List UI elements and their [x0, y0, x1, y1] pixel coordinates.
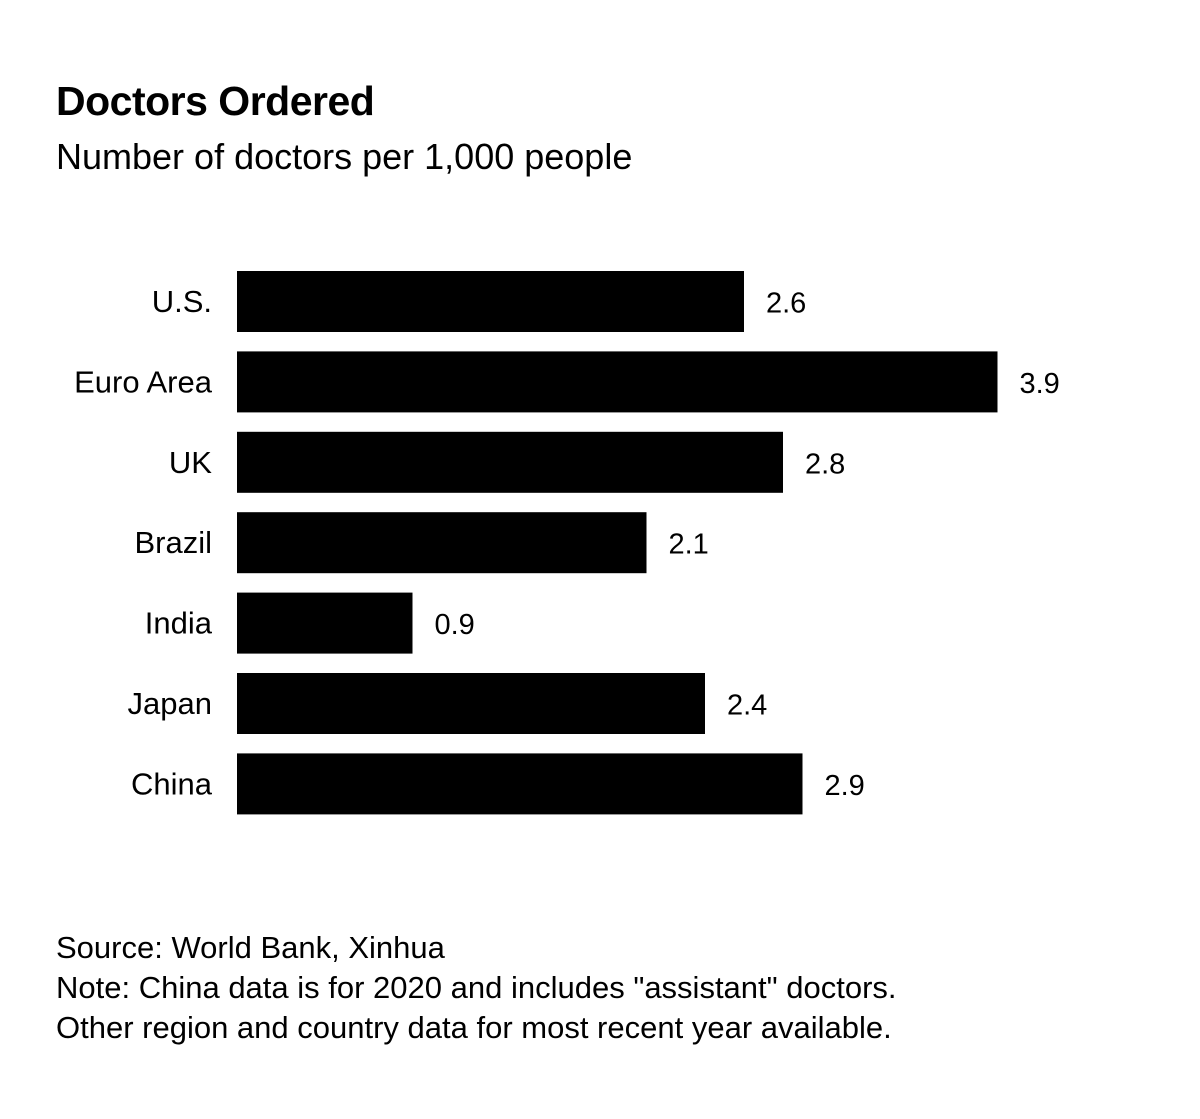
category-label: Japan — [128, 686, 212, 721]
value-label: 3.9 — [1020, 368, 1060, 400]
chart-footer: Source: World Bank, Xinhua Note: China d… — [56, 928, 897, 1048]
bar-brazil — [237, 512, 647, 574]
bar-u-s — [237, 271, 744, 332]
category-label: Brazil — [134, 525, 212, 560]
bar-china — [237, 753, 803, 815]
value-label: 0.9 — [435, 609, 475, 641]
data-note-line-1: Note: China data is for 2020 and include… — [56, 970, 897, 1005]
category-label: UK — [169, 445, 212, 480]
category-label: Euro Area — [74, 364, 213, 399]
bar-uk — [237, 431, 783, 493]
category-label: India — [145, 606, 213, 641]
chart-title: Doctors Ordered — [56, 78, 375, 124]
value-label: 2.6 — [766, 288, 806, 320]
bar-euro-area — [237, 351, 998, 413]
value-label: 2.9 — [825, 770, 865, 802]
category-label: China — [131, 766, 213, 801]
bar-japan — [237, 673, 705, 734]
bar-india — [237, 592, 413, 654]
source-note: Source: World Bank, Xinhua — [56, 930, 445, 965]
chart-subtitle: Number of doctors per 1,000 people — [56, 136, 633, 177]
value-label: 2.8 — [805, 448, 845, 480]
data-note-line-2: Other region and country data for most r… — [56, 1010, 892, 1045]
value-label: 2.4 — [727, 690, 767, 722]
category-label: U.S. — [152, 284, 212, 319]
value-label: 2.1 — [669, 529, 709, 561]
